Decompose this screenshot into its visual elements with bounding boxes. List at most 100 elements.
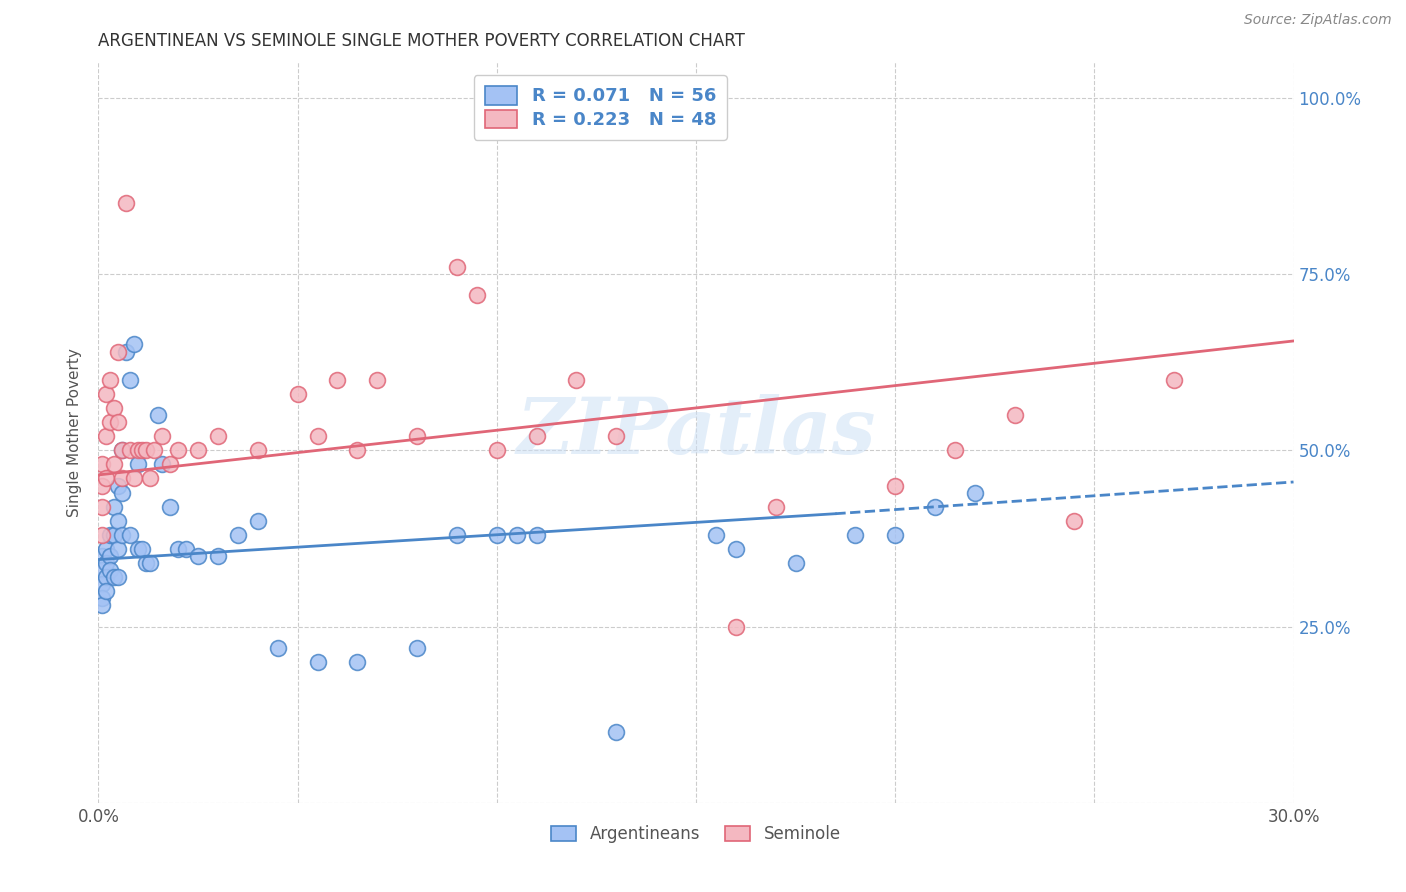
Point	[111, 443, 134, 458]
Point	[1163, 373, 1185, 387]
Point	[91, 591, 114, 606]
Point	[107, 415, 129, 429]
Point	[246, 514, 269, 528]
Point	[1063, 514, 1085, 528]
Point	[406, 640, 429, 655]
Point	[107, 344, 129, 359]
Point	[139, 471, 162, 485]
Point	[98, 563, 122, 577]
Point	[526, 528, 548, 542]
Point	[135, 443, 157, 458]
Point	[167, 541, 190, 556]
Point	[605, 725, 627, 739]
Point	[91, 549, 114, 563]
Point	[103, 528, 125, 542]
Point	[139, 556, 162, 570]
Point	[131, 443, 153, 458]
Point	[307, 655, 329, 669]
Point	[91, 458, 114, 472]
Point	[943, 443, 966, 458]
Point	[785, 556, 807, 570]
Point	[207, 429, 229, 443]
Point	[96, 387, 118, 401]
Point	[526, 429, 548, 443]
Point	[127, 541, 149, 556]
Point	[96, 541, 118, 556]
Point	[135, 556, 157, 570]
Point	[924, 500, 946, 514]
Point	[207, 549, 229, 563]
Point	[724, 541, 747, 556]
Point	[844, 528, 866, 542]
Point	[91, 563, 114, 577]
Point	[465, 288, 488, 302]
Point	[446, 260, 468, 274]
Point	[103, 570, 125, 584]
Point	[111, 443, 134, 458]
Point	[246, 443, 269, 458]
Point	[267, 640, 290, 655]
Point	[98, 415, 122, 429]
Point	[98, 528, 122, 542]
Point	[724, 619, 747, 633]
Point	[704, 528, 727, 542]
Point	[96, 570, 118, 584]
Point	[111, 485, 134, 500]
Point	[150, 458, 173, 472]
Point	[226, 528, 249, 542]
Point	[346, 443, 368, 458]
Y-axis label: Single Mother Poverty: Single Mother Poverty	[67, 348, 83, 517]
Point	[91, 528, 114, 542]
Point	[107, 570, 129, 584]
Point	[91, 599, 114, 613]
Legend: Argentineans, Seminole: Argentineans, Seminole	[544, 819, 848, 850]
Point	[91, 478, 114, 492]
Point	[485, 443, 508, 458]
Point	[120, 443, 142, 458]
Point	[148, 408, 170, 422]
Point	[143, 443, 166, 458]
Point	[187, 549, 209, 563]
Point	[150, 429, 173, 443]
Point	[111, 471, 134, 485]
Point	[115, 196, 138, 211]
Point	[326, 373, 349, 387]
Point	[107, 514, 129, 528]
Point	[765, 500, 787, 514]
Text: Source: ZipAtlas.com: Source: ZipAtlas.com	[1244, 13, 1392, 28]
Point	[287, 387, 309, 401]
Point	[346, 655, 368, 669]
Point	[485, 528, 508, 542]
Point	[127, 458, 149, 472]
Point	[103, 401, 125, 415]
Point	[91, 577, 114, 591]
Point	[565, 373, 588, 387]
Point	[103, 500, 125, 514]
Point	[98, 549, 122, 563]
Point	[307, 429, 329, 443]
Point	[131, 541, 153, 556]
Text: ZIPatlas: ZIPatlas	[516, 394, 876, 471]
Point	[884, 478, 907, 492]
Point	[1004, 408, 1026, 422]
Point	[159, 500, 181, 514]
Point	[96, 556, 118, 570]
Point	[167, 443, 190, 458]
Point	[506, 528, 529, 542]
Point	[98, 373, 122, 387]
Point	[446, 528, 468, 542]
Point	[96, 584, 118, 599]
Point	[96, 471, 118, 485]
Point	[120, 528, 142, 542]
Point	[111, 528, 134, 542]
Point	[124, 471, 146, 485]
Point	[124, 337, 146, 351]
Point	[366, 373, 388, 387]
Text: ARGENTINEAN VS SEMINOLE SINGLE MOTHER POVERTY CORRELATION CHART: ARGENTINEAN VS SEMINOLE SINGLE MOTHER PO…	[98, 32, 745, 50]
Point	[187, 443, 209, 458]
Point	[406, 429, 429, 443]
Point	[174, 541, 197, 556]
Point	[120, 373, 142, 387]
Point	[963, 485, 986, 500]
Point	[884, 528, 907, 542]
